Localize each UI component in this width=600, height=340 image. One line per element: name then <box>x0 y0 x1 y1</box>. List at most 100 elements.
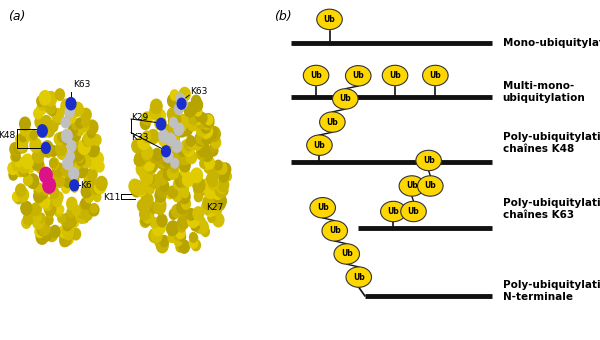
Circle shape <box>197 124 206 136</box>
Circle shape <box>193 138 202 150</box>
Circle shape <box>212 185 224 199</box>
Circle shape <box>184 141 192 150</box>
Circle shape <box>142 146 152 159</box>
Circle shape <box>134 154 143 166</box>
Circle shape <box>61 214 73 227</box>
Circle shape <box>198 142 209 157</box>
Circle shape <box>184 103 195 117</box>
Circle shape <box>63 157 73 169</box>
Circle shape <box>83 187 91 197</box>
Circle shape <box>181 123 191 135</box>
Circle shape <box>67 141 76 152</box>
Circle shape <box>182 172 194 187</box>
Circle shape <box>174 231 182 240</box>
Circle shape <box>76 152 83 162</box>
Circle shape <box>12 151 20 161</box>
Circle shape <box>35 160 44 172</box>
Text: Ub: Ub <box>323 15 335 24</box>
Circle shape <box>17 137 25 147</box>
Circle shape <box>21 201 32 215</box>
Text: K6: K6 <box>80 181 92 190</box>
Circle shape <box>160 236 169 246</box>
Circle shape <box>71 183 79 192</box>
Circle shape <box>169 209 178 219</box>
Circle shape <box>142 209 154 223</box>
Circle shape <box>143 131 152 142</box>
Circle shape <box>86 120 98 134</box>
Circle shape <box>175 103 183 114</box>
Circle shape <box>175 172 187 187</box>
Text: Ub: Ub <box>317 203 329 212</box>
Circle shape <box>30 138 41 152</box>
Circle shape <box>67 207 75 217</box>
Circle shape <box>173 131 180 139</box>
Circle shape <box>180 153 189 165</box>
Circle shape <box>135 152 146 166</box>
Circle shape <box>20 117 30 130</box>
Circle shape <box>139 187 146 197</box>
Circle shape <box>197 128 206 139</box>
Circle shape <box>142 131 151 141</box>
Circle shape <box>73 143 83 155</box>
Circle shape <box>64 177 71 187</box>
Circle shape <box>94 192 101 202</box>
Circle shape <box>200 116 210 129</box>
Circle shape <box>32 215 44 229</box>
Circle shape <box>19 133 26 142</box>
Circle shape <box>60 233 71 246</box>
Circle shape <box>94 179 106 194</box>
Circle shape <box>64 227 73 240</box>
Circle shape <box>50 158 59 169</box>
Circle shape <box>40 226 52 241</box>
Circle shape <box>140 208 149 220</box>
Circle shape <box>205 202 216 217</box>
Circle shape <box>82 207 92 220</box>
Circle shape <box>50 158 58 168</box>
Circle shape <box>157 118 166 130</box>
Text: K48: K48 <box>0 132 15 140</box>
Circle shape <box>149 229 160 242</box>
Circle shape <box>201 121 211 133</box>
Circle shape <box>208 126 220 141</box>
Circle shape <box>157 241 165 251</box>
Circle shape <box>46 227 58 241</box>
Circle shape <box>169 150 176 159</box>
Circle shape <box>155 236 163 246</box>
Circle shape <box>58 132 66 142</box>
Circle shape <box>16 134 24 144</box>
Circle shape <box>37 96 46 106</box>
Circle shape <box>191 168 202 183</box>
Text: Ub: Ub <box>388 207 399 216</box>
Circle shape <box>146 176 154 186</box>
Circle shape <box>57 146 67 159</box>
Circle shape <box>72 120 79 129</box>
Circle shape <box>174 236 182 246</box>
Circle shape <box>55 192 63 202</box>
Circle shape <box>147 163 156 174</box>
Circle shape <box>76 126 83 136</box>
Ellipse shape <box>307 135 332 155</box>
Text: K63: K63 <box>73 80 91 89</box>
Circle shape <box>8 162 18 174</box>
Circle shape <box>205 157 214 169</box>
Circle shape <box>76 118 84 128</box>
Circle shape <box>80 165 88 174</box>
Circle shape <box>132 139 143 153</box>
Circle shape <box>88 142 99 157</box>
Circle shape <box>37 164 44 173</box>
Circle shape <box>139 182 148 193</box>
Circle shape <box>49 146 57 155</box>
Circle shape <box>219 173 228 184</box>
Text: Poly-ubiquitylation
chaînes K48: Poly-ubiquitylation chaînes K48 <box>503 132 600 154</box>
Circle shape <box>66 228 74 239</box>
Circle shape <box>167 145 176 156</box>
Circle shape <box>52 169 61 180</box>
Circle shape <box>178 223 185 232</box>
Circle shape <box>179 87 190 101</box>
Circle shape <box>73 148 83 162</box>
Circle shape <box>69 216 79 227</box>
Circle shape <box>31 203 41 216</box>
Circle shape <box>172 140 182 152</box>
Circle shape <box>178 216 189 229</box>
Circle shape <box>77 155 85 166</box>
